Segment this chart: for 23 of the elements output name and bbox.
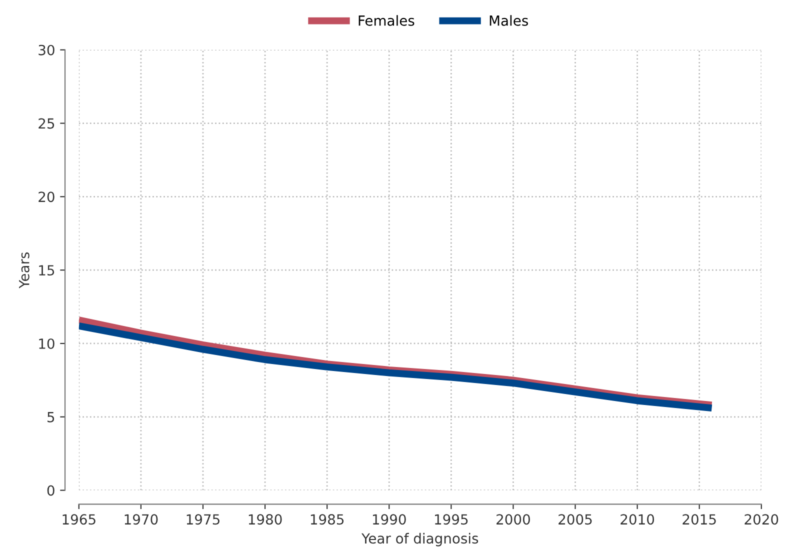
- x-tick-label: 1970: [124, 514, 158, 525]
- x-tick-label: 1995: [435, 514, 468, 525]
- y-tick-label: 20: [38, 192, 54, 202]
- y-tick-label: 25: [38, 118, 54, 129]
- x-tick-label: 2015: [682, 514, 716, 525]
- y-tick-label: 5: [48, 412, 54, 422]
- y-tick-label: 0: [47, 485, 54, 496]
- y-tick-label: 15: [39, 265, 54, 276]
- x-axis-title: Year of diagnosis: [361, 532, 478, 546]
- x-tick-label: 2000: [496, 514, 530, 525]
- x-tick-label: 1990: [372, 514, 406, 525]
- x-tick-label: 2005: [558, 514, 592, 525]
- y-tick-label: 30: [38, 44, 54, 56]
- x-tick-label: 2010: [620, 514, 654, 525]
- y-tick-label: 10: [39, 338, 54, 349]
- legend-label: Males: [490, 15, 528, 26]
- x-tick-label: 2020: [744, 514, 778, 525]
- x-tick-label: 1980: [248, 514, 282, 525]
- legend-label: Females: [358, 15, 414, 26]
- x-tick-label: 1985: [310, 514, 344, 525]
- x-tick-label: 1975: [186, 514, 220, 525]
- y-axis-title: Years: [19, 252, 30, 288]
- x-tick-label: 1965: [62, 514, 96, 525]
